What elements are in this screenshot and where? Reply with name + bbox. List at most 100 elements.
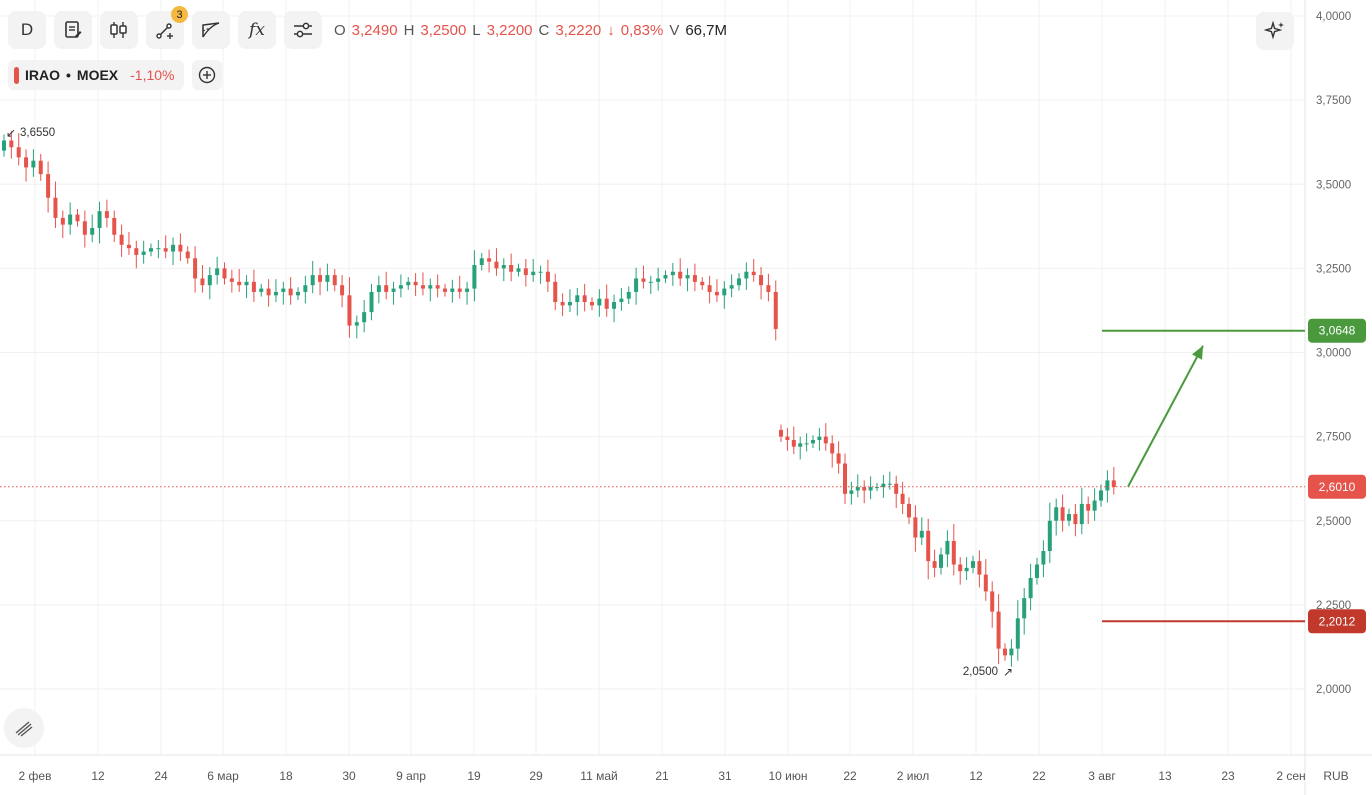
- drawings-lines-icon: [15, 721, 33, 737]
- candle-body: [887, 483, 892, 485]
- candle-body: [457, 288, 462, 292]
- ticker-color-bar: [14, 66, 19, 84]
- candle-body: [332, 275, 337, 286]
- candle-body: [729, 285, 734, 289]
- high-value: 3,2500: [420, 22, 467, 39]
- candle-body: [804, 443, 809, 445]
- candle-body: [641, 278, 646, 282]
- candle-body: [907, 503, 911, 518]
- candle-body: [1060, 507, 1065, 521]
- candle-body: [612, 302, 617, 309]
- fibonacci-button[interactable]: [192, 11, 230, 49]
- open-label: O: [334, 22, 346, 39]
- candle-body: [751, 271, 756, 276]
- candle-body: [971, 561, 975, 568]
- candle-body: [964, 567, 969, 572]
- candle-body: [24, 157, 29, 168]
- open-value: 3,2490: [351, 22, 398, 39]
- candle-body: [1041, 551, 1046, 565]
- candle-body: [1022, 598, 1027, 619]
- interval-label: D: [20, 20, 34, 39]
- x-tick-label: 2 фев: [19, 769, 52, 783]
- candle-body: [678, 271, 683, 279]
- add-instrument-button[interactable]: [192, 60, 222, 90]
- notes-button[interactable]: [54, 11, 92, 49]
- sparkle-icon: [1264, 20, 1284, 40]
- chart-type-button[interactable]: [100, 11, 138, 49]
- candle-body: [435, 285, 440, 289]
- candle-body: [134, 248, 139, 255]
- drawing-tools-button[interactable]: 3: [146, 6, 188, 49]
- candle-body: [509, 265, 514, 272]
- candle-body: [296, 291, 300, 296]
- candle-body: [362, 312, 367, 323]
- candle-body: [817, 436, 822, 440]
- candle-body: [119, 234, 124, 245]
- y-tick-label: 2,0000: [1316, 684, 1351, 696]
- drawings-count-badge: 3: [171, 6, 188, 23]
- ai-assistant-button[interactable]: [1256, 12, 1294, 50]
- candle-body: [798, 443, 803, 447]
- plus-circle-icon: [198, 66, 216, 84]
- candle-body: [244, 281, 249, 286]
- change-value: 0,83%: [620, 22, 664, 39]
- x-tick-label: 2 сен: [1276, 769, 1305, 783]
- candle-body: [1028, 577, 1033, 599]
- candle-body: [347, 295, 352, 326]
- candle-body: [894, 483, 899, 494]
- candle-body: [990, 591, 995, 612]
- chart-settings-button[interactable]: [284, 11, 322, 49]
- ticker-chip[interactable]: IRAO • MOEX -1,10%: [8, 60, 184, 90]
- x-tick-label: 3 авг: [1088, 769, 1116, 783]
- candle-body: [229, 278, 234, 282]
- candle-body: [538, 271, 543, 273]
- y-tick-label: 2,7500: [1316, 432, 1351, 444]
- candle-body: [714, 291, 719, 296]
- candle-body: [685, 275, 690, 279]
- candle-body: [156, 248, 161, 250]
- close-value: 3,2220: [555, 22, 602, 39]
- chart-toolbar: D 3 fx: [8, 6, 322, 49]
- current-price-tag: 2,6010: [1308, 474, 1366, 499]
- current-price-tag-bg: [1308, 474, 1366, 499]
- ohlc-legend: O 3,2490 H 3,2500 L 3,2200 C 3,2220 ↓ 0,…: [334, 22, 727, 39]
- x-tick-label: 6 мар: [207, 769, 239, 783]
- candle-body: [597, 298, 602, 306]
- target-up-price-tag: 3,0648: [1308, 318, 1366, 343]
- candle-body: [420, 285, 425, 289]
- y-tick-label: 2,5000: [1316, 516, 1351, 528]
- x-tick-label: 22: [1032, 769, 1046, 783]
- candle-body: [1079, 503, 1084, 525]
- drawings-visibility-button[interactable]: [4, 708, 44, 748]
- candle-body: [428, 285, 433, 289]
- candle-body: [1099, 490, 1103, 501]
- candle-body: [2, 140, 6, 151]
- candle-body: [16, 147, 21, 158]
- change-arrow-icon: ↓: [607, 22, 615, 39]
- candle-body: [163, 248, 168, 252]
- candle-body: [171, 244, 176, 252]
- candle-body: [112, 217, 117, 235]
- interval-button[interactable]: D: [8, 11, 46, 49]
- candle-body: [1009, 648, 1014, 656]
- candle-body: [310, 275, 315, 286]
- x-tick-label: 29: [529, 769, 543, 783]
- y-tick-label: 3,5000: [1316, 179, 1351, 191]
- candle-body: [237, 281, 242, 286]
- candle-body: [692, 275, 697, 282]
- candle-body: [185, 251, 190, 259]
- forecast-arrow-head: [1191, 345, 1203, 360]
- candle-body: [516, 268, 521, 272]
- candle-body: [318, 275, 323, 282]
- x-tick-label: 30: [342, 769, 356, 783]
- candle-body: [149, 248, 153, 252]
- candle-body: [90, 227, 95, 235]
- candle-body: [178, 244, 183, 252]
- candle-body: [575, 295, 580, 303]
- candle-body: [1092, 500, 1097, 511]
- indicators-button[interactable]: fx: [238, 11, 276, 49]
- candle-body: [38, 160, 43, 175]
- x-tick-label: 9 апр: [396, 769, 426, 783]
- x-tick-label: 19: [467, 769, 481, 783]
